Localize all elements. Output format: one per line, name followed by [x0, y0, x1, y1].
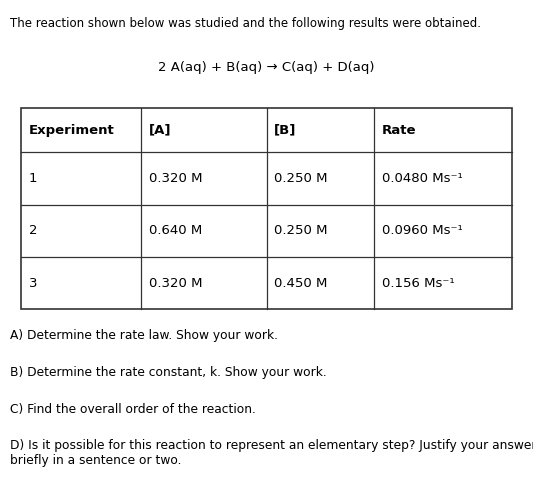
Text: Rate: Rate	[382, 124, 416, 136]
Text: 0.320 M: 0.320 M	[149, 276, 203, 290]
Text: 0.0480 Ms⁻¹: 0.0480 Ms⁻¹	[382, 172, 463, 185]
Text: 0.156 Ms⁻¹: 0.156 Ms⁻¹	[382, 276, 454, 290]
Text: The reaction shown below was studied and the following results were obtained.: The reaction shown below was studied and…	[10, 17, 481, 30]
Text: C) Find the overall order of the reaction.: C) Find the overall order of the reactio…	[10, 403, 255, 415]
Text: [B]: [B]	[274, 124, 296, 136]
Text: 2: 2	[29, 224, 37, 237]
Text: A) Determine the rate law. Show your work.: A) Determine the rate law. Show your wor…	[10, 329, 278, 342]
Text: 0.640 M: 0.640 M	[149, 224, 202, 237]
Text: 0.450 M: 0.450 M	[274, 276, 327, 290]
Text: 0.250 M: 0.250 M	[274, 172, 327, 185]
Text: 0.250 M: 0.250 M	[274, 224, 327, 237]
Text: 1: 1	[29, 172, 37, 185]
Text: [A]: [A]	[149, 124, 171, 136]
Text: 3: 3	[29, 276, 37, 290]
Text: Experiment: Experiment	[29, 124, 115, 136]
Text: 0.0960 Ms⁻¹: 0.0960 Ms⁻¹	[382, 224, 463, 237]
Text: B) Determine the rate constant, k. Show your work.: B) Determine the rate constant, k. Show …	[10, 366, 326, 379]
Text: 0.320 M: 0.320 M	[149, 172, 203, 185]
Text: D) Is it possible for this reaction to represent an elementary step? Justify you: D) Is it possible for this reaction to r…	[10, 439, 533, 467]
Text: 2 A(aq) + B(aq) → C(aq) + D(aq): 2 A(aq) + B(aq) → C(aq) + D(aq)	[158, 61, 375, 74]
